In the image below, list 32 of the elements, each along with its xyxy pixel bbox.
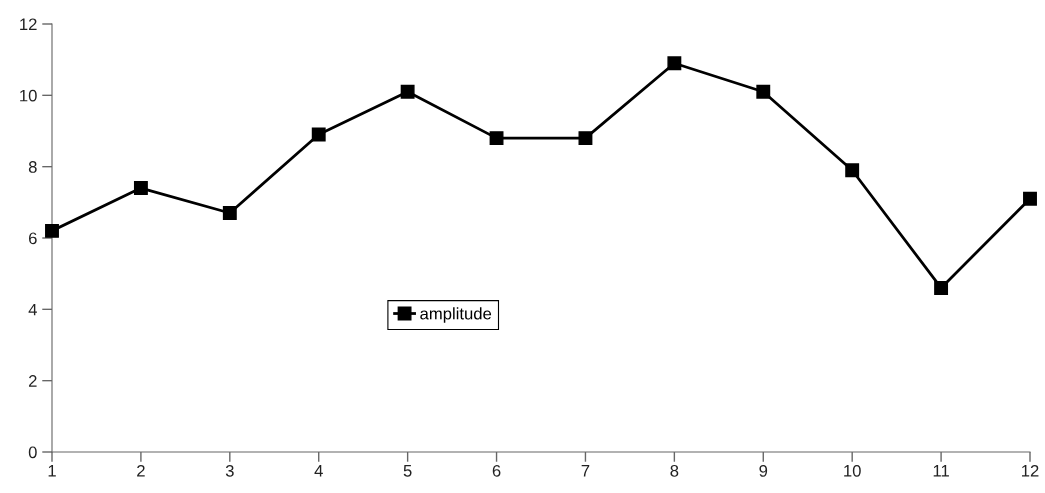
point — [845, 163, 860, 178]
point — [934, 280, 949, 295]
point — [489, 131, 504, 146]
point — [222, 206, 237, 220]
x-tick-label: 10 — [844, 464, 861, 477]
point — [667, 56, 682, 71]
point — [756, 84, 771, 99]
point — [133, 181, 148, 196]
x-tick-label: 8 — [670, 464, 679, 477]
y-tick-label: 2 — [28, 375, 37, 387]
x-tick-label: 2 — [137, 464, 145, 477]
x-tick-label: 12 — [1022, 464, 1039, 477]
y-tick-label: 10 — [20, 89, 37, 102]
legend-label: amplitude — [420, 307, 492, 323]
point — [400, 84, 415, 99]
x-tick-label: 3 — [225, 464, 234, 477]
y-tick-label: 4 — [28, 303, 37, 316]
y-tick-label: 6 — [28, 232, 37, 245]
point — [311, 127, 326, 142]
y-tick-label: 12 — [20, 18, 37, 31]
point — [45, 223, 59, 238]
y-tick-label: 8 — [28, 161, 37, 173]
point — [578, 131, 593, 146]
x-tick-label: 4 — [314, 465, 323, 477]
y-tick-label: 0 — [28, 446, 37, 459]
x-tick-label: 11 — [933, 465, 949, 477]
x-tick-label: 1 — [48, 465, 56, 477]
x-tick-label: 5 — [403, 465, 412, 477]
x-tick-label: 7 — [581, 465, 590, 477]
x-tick-label: 9 — [759, 464, 768, 477]
point — [1023, 191, 1037, 206]
x-tick-label: 6 — [492, 464, 501, 477]
